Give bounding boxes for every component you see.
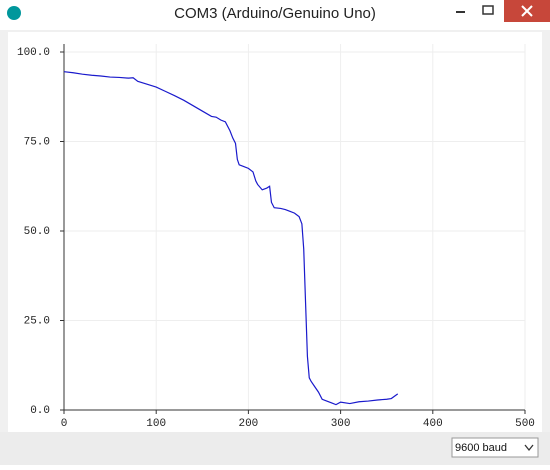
data-line	[63, 71, 399, 406]
minimize-button[interactable]	[440, 0, 472, 22]
app-icon	[7, 6, 21, 20]
y-tick-label: 0.0	[30, 405, 50, 417]
window-title: COM3 (Arduino/Genuino Uno)	[174, 5, 376, 22]
baud-label: 9600 baud	[455, 442, 507, 454]
maximize-button[interactable]	[472, 0, 504, 22]
y-tick-label: 75.0	[24, 136, 50, 148]
x-tick-label: 200	[238, 418, 258, 430]
plot-area	[8, 32, 542, 432]
x-tick-label: 500	[515, 418, 535, 430]
x-tick-label: 300	[331, 418, 351, 430]
close-button[interactable]	[504, 0, 550, 22]
x-tick-label: 0	[61, 418, 68, 430]
y-tick-label: 50.0	[24, 226, 50, 238]
x-tick-label: 400	[423, 418, 443, 430]
y-tick-label: 100.0	[17, 47, 50, 59]
baud-select[interactable]: 9600 baud	[451, 437, 539, 458]
y-tick-label: 25.0	[24, 315, 50, 327]
x-tick-label: 100	[146, 418, 166, 430]
